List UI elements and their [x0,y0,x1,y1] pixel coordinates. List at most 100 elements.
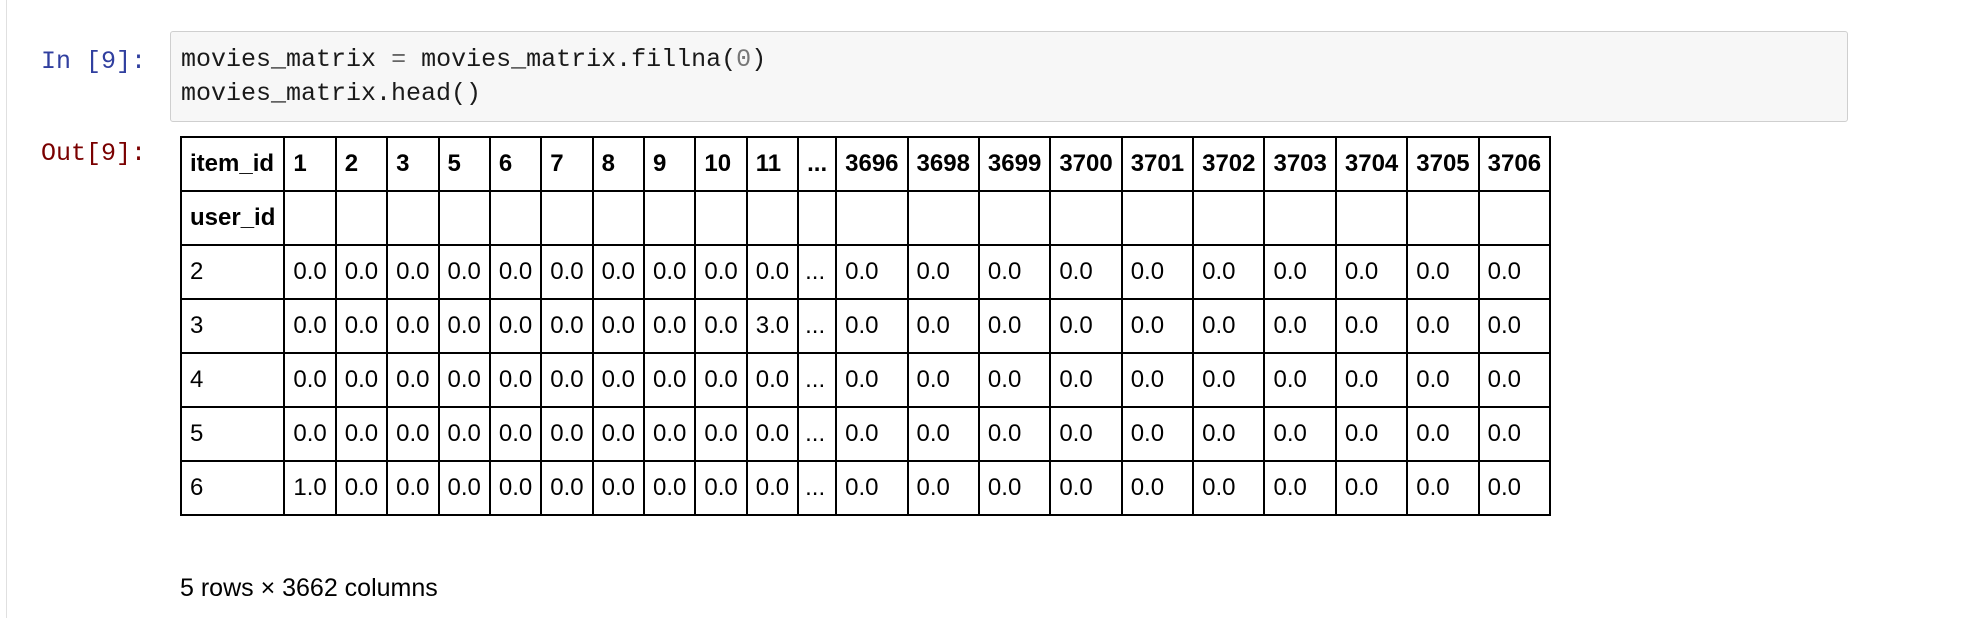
table-cell: 0.0 [1406,244,1480,300]
table-cell: 0.0 [437,298,491,354]
code-token-variable: movies_matrix [421,45,617,74]
table-cell: 0.0 [283,406,337,462]
table-cell: 0.0 [334,460,389,516]
column-header: 7 [540,136,594,192]
row-index-cell: 5 [179,406,286,462]
table-cell: 0.0 [1192,460,1266,516]
row-index-cell: 2 [179,244,286,300]
column-header: 1 [283,136,337,192]
table-cell: 0.0 [745,406,800,462]
index-header-empty-cell [386,190,440,246]
index-header-empty-cell [1477,190,1552,246]
column-header: 11 [745,136,800,192]
table-cell: 0.0 [1049,352,1123,408]
row-index-cell: 4 [179,352,286,408]
table-cell-ellipsis: ... [797,298,838,354]
table-cell: 0.0 [745,352,800,408]
table-cell: 0.0 [642,298,697,354]
code-line: movies_matrix.head() [181,79,482,108]
table-cell: 0.0 [488,352,543,408]
column-header: 3706 [1477,136,1552,192]
column-header: 3698 [906,136,980,192]
table-cell: 0.0 [488,298,543,354]
index-header-empty-cell [1406,190,1480,246]
column-header: 6 [488,136,543,192]
code-input-area[interactable]: movies_matrix = movies_matrix.fillna(0) … [170,31,1848,122]
table-cell: 1.0 [283,460,337,516]
table-cell: 0.0 [1120,460,1195,516]
table-cell: 0.0 [283,352,337,408]
column-header: 3701 [1120,136,1195,192]
column-header: 9 [642,136,697,192]
dataframe-table: item_id 1 2 3 5 6 7 8 9 10 11... 3696 3698 3699 3700 3… [179,136,1552,516]
table-cell: 0.0 [386,406,440,462]
index-header-empty-cell [1263,190,1337,246]
table-cell: 0.0 [1192,298,1266,354]
table-cell: 0.0 [334,244,389,300]
table-cell: 0.0 [906,298,980,354]
column-header: 3699 [977,136,1052,192]
table-cell: 0.0 [386,244,440,300]
table-cell: 0.0 [591,298,646,354]
index-header-row: user_id [179,190,1552,246]
index-header-empty-cell [540,190,594,246]
notebook-cell [6,0,1964,618]
table-cell: 0.0 [906,244,980,300]
table-cell: 0.0 [540,406,594,462]
table-cell: 0.0 [1049,460,1123,516]
table-cell: 0.0 [835,352,909,408]
table-cell: 0.0 [1120,406,1195,462]
code-line: movies_matrix = movies_matrix.fillna(0) [181,43,1837,77]
column-header-ellipsis: ... [797,136,838,192]
table-cell: 0.0 [1334,244,1409,300]
table-cell: 0.0 [591,460,646,516]
table-cell: 0.0 [437,352,491,408]
table-row: 6 1.0 0.0 0.0 0.0 0.0 0.0 0.0 0.0 0.0 0.0... 0.0 0.0… [179,460,1552,516]
table-cell: 0.0 [437,460,491,516]
code-token-number: 0 [736,45,752,74]
output-prompt: Out[9]: [41,139,147,168]
code-token-operator: = [391,45,407,74]
index-header-empty-cell [835,190,909,246]
table-cell: 0.0 [694,352,748,408]
table-cell: 0.0 [745,244,800,300]
table-cell-ellipsis: ... [797,352,838,408]
code-token-method: .fillna( [616,45,737,74]
table-cell: 0.0 [1263,244,1337,300]
column-header: 10 [694,136,748,192]
table-cell: 0.0 [1049,406,1123,462]
table-cell: 0.0 [642,244,697,300]
table-cell-ellipsis: ... [797,244,838,300]
index-header-empty-cell [1120,190,1195,246]
table-cell: 0.0 [1334,298,1409,354]
column-header: 2 [334,136,389,192]
table-cell: 0.0 [540,460,594,516]
table-cell: 0.0 [1263,298,1337,354]
table-cell: 0.0 [334,406,389,462]
table-cell: 0.0 [642,352,697,408]
table-cell: 0.0 [1263,352,1337,408]
table-cell: 0.0 [1263,460,1337,516]
table-cell: 0.0 [591,244,646,300]
dataframe-body: 2 0.0 0.0 0.0 0.0 0.0 0.0 0.0 0.0 0.0 0.0... 0.0 0.0… [179,244,1552,516]
row-index-cell: 3 [179,298,286,354]
table-cell: 0.0 [1334,460,1409,516]
column-header: 8 [591,136,646,192]
table-cell: 0.0 [488,406,543,462]
table-row: 5 0.0 0.0 0.0 0.0 0.0 0.0 0.0 0.0 0.0 0.0... 0.0 0.0… [179,406,1552,462]
table-row: 2 0.0 0.0 0.0 0.0 0.0 0.0 0.0 0.0 0.0 0.0... 0.0 0.0… [179,244,1552,300]
index-name-header: user_id [179,190,286,246]
column-header: 3704 [1334,136,1409,192]
table-cell: 0.0 [835,298,909,354]
index-header-empty-cell [977,190,1052,246]
table-cell: 0.0 [1049,298,1123,354]
table-cell: 0.0 [694,298,748,354]
index-header-empty-cell [745,190,800,246]
table-cell: 0.0 [1049,244,1123,300]
table-cell: 0.0 [488,244,543,300]
column-header-row: item_id 1 2 3 5 6 7 8 9 10 11... 3696 3698 3699 3700 3… [179,136,1552,192]
dataframe-shape-label: 5 rows × 3662 columns [180,574,438,602]
index-header-empty-cell [437,190,491,246]
table-cell: 0.0 [1406,352,1480,408]
column-header: 3705 [1406,136,1480,192]
